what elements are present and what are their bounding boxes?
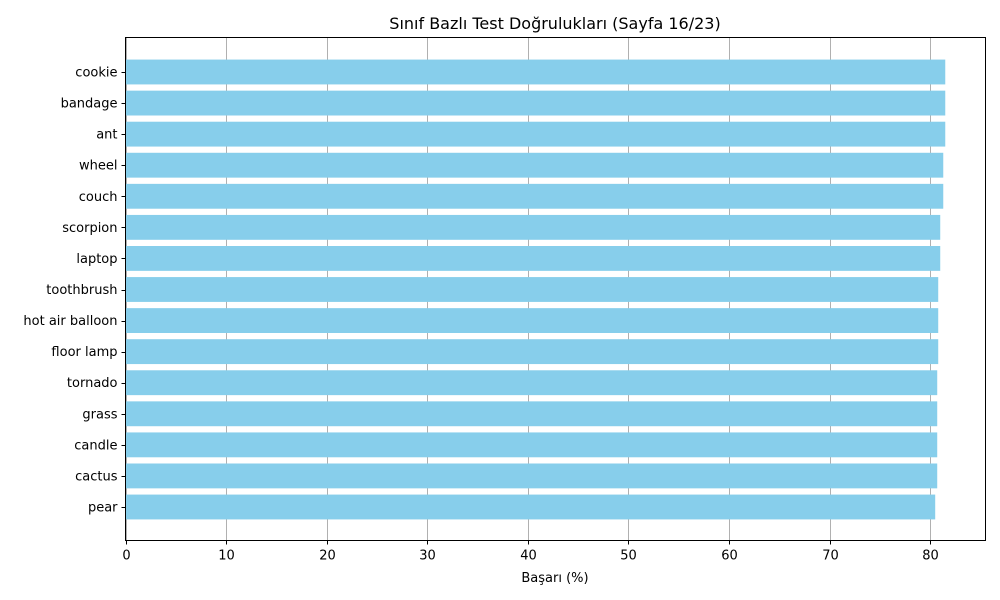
x-tick-label: 50 <box>620 549 637 564</box>
y-tick-label: cookie <box>75 66 117 81</box>
y-tick-label: toothbrush <box>46 283 117 298</box>
bar-ant <box>125 121 946 147</box>
x-axis-ticks: 0 10 20 30 40 50 60 70 80 <box>122 540 939 564</box>
x-tick-label: 70 <box>822 549 839 564</box>
bar-pear <box>125 494 936 520</box>
bar-grass <box>125 401 938 427</box>
y-tick-label: tornado <box>67 376 118 391</box>
bar-scorpion <box>125 214 941 240</box>
x-tick-label: 10 <box>218 549 235 564</box>
x-tick-label: 30 <box>419 549 436 564</box>
bar-wheel <box>125 152 944 178</box>
plot-frame <box>125 37 986 541</box>
y-tick-label: ant <box>96 128 117 143</box>
y-tick-label: laptop <box>76 252 117 267</box>
bar-tornado <box>125 370 938 396</box>
chart-title: Sınıf Bazlı Test Doğrulukları (Sayfa 16/… <box>389 14 720 33</box>
y-axis-ticks: cookie bandage ant wheel couch scorpion laptop… <box>23 66 126 516</box>
bar-couch <box>125 183 944 209</box>
x-tick-label: 40 <box>520 549 537 564</box>
y-tick-label: candle <box>74 438 117 453</box>
bar-hot-air-balloon <box>125 308 939 333</box>
y-tick-label: floor lamp <box>51 345 117 360</box>
y-tick-label: scorpion <box>62 221 117 236</box>
bars <box>125 59 946 520</box>
bar-toothbrush <box>125 277 939 302</box>
y-tick-label: hot air balloon <box>23 314 117 329</box>
bar-cactus <box>125 463 938 489</box>
bar-bandage <box>125 90 946 116</box>
x-tick-label: 0 <box>122 549 130 564</box>
y-tick-label: couch <box>79 190 118 205</box>
y-tick-label: wheel <box>79 159 117 174</box>
x-tick-label: 80 <box>922 549 939 564</box>
y-tick-label: pear <box>88 501 118 516</box>
y-tick-label: grass <box>82 407 117 422</box>
bar-candle <box>125 432 938 458</box>
x-tick-label: 20 <box>319 549 336 564</box>
bar-floor-lamp <box>125 339 939 365</box>
y-tick-label: bandage <box>61 97 118 112</box>
y-tick-label: cactus <box>75 469 118 484</box>
bar-cookie <box>125 59 946 85</box>
x-axis-label: Başarı (%) <box>521 571 588 586</box>
x-tick-label: 60 <box>721 549 738 564</box>
bar-laptop <box>125 246 941 271</box>
